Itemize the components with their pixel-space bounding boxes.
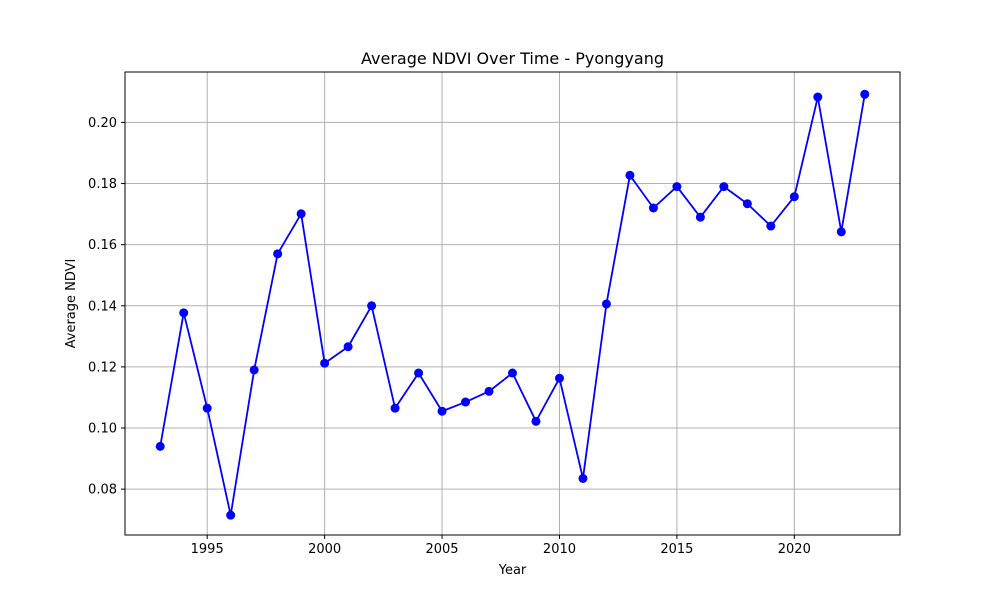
x-tick-label: 1995 [191, 542, 224, 557]
data-point [672, 182, 682, 192]
data-point [578, 473, 588, 483]
data-point [273, 249, 283, 259]
data-point [860, 89, 870, 99]
y-tick-label: 0.08 [88, 483, 117, 498]
data-point [179, 308, 189, 318]
x-tick-label: 2020 [778, 542, 811, 557]
data-point [625, 170, 635, 180]
data-point [601, 299, 611, 309]
x-tick-label: 2005 [425, 542, 458, 557]
y-tick-label: 0.12 [88, 360, 117, 375]
x-tick-label: 2000 [308, 542, 341, 557]
y-tick-label: 0.18 [88, 177, 117, 192]
data-point [320, 358, 330, 368]
plot-frame [124, 71, 901, 536]
data-point [742, 199, 752, 209]
y-tick-label: 0.14 [88, 299, 117, 314]
data-point [813, 92, 823, 102]
data-point [296, 209, 306, 219]
y-tick-label: 0.10 [88, 422, 117, 437]
data-point [836, 227, 846, 237]
x-axis-label: Year [498, 563, 527, 578]
data-point [508, 368, 517, 378]
data-point [437, 406, 447, 416]
data-point [155, 441, 165, 451]
data-point [226, 510, 236, 520]
data-point [695, 212, 705, 222]
x-tick-label: 2015 [660, 542, 693, 557]
data-point [202, 403, 212, 413]
chart-title: Average NDVI Over Time - Pyongyang [361, 49, 664, 68]
series-layer [155, 89, 870, 520]
grid [125, 72, 900, 535]
data-point [249, 365, 259, 375]
data-point [390, 403, 400, 413]
y-tick-label: 0.16 [88, 238, 117, 253]
data-point [719, 182, 729, 192]
y-tick-label: 0.20 [88, 116, 117, 131]
y-axis-label: Average NDVI [64, 259, 79, 349]
data-point [461, 397, 471, 407]
data-point [414, 368, 424, 378]
data-point [531, 416, 541, 426]
data-point [367, 301, 377, 311]
data-point [343, 342, 353, 352]
data-point [648, 203, 658, 213]
data-point [766, 221, 776, 231]
data-point [554, 373, 564, 383]
data-point [484, 386, 494, 396]
axes: 1995 2000 2005 2010 2015 2020 0.08 0.10 0.12 0.14… [88, 116, 811, 557]
data-point [789, 192, 799, 202]
x-tick-label: 2010 [543, 542, 576, 557]
